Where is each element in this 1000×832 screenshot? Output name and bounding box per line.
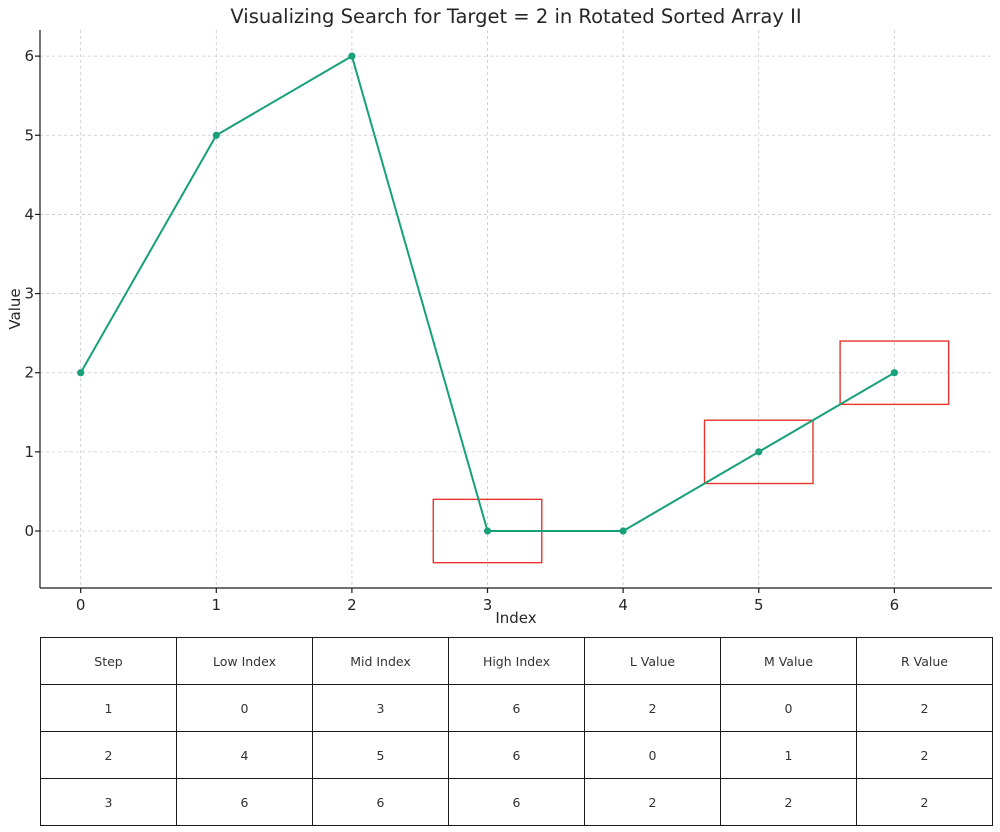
- x-tick-label: 4: [618, 596, 628, 614]
- x-tick-label: 6: [890, 596, 900, 614]
- x-tick-label: 2: [347, 596, 357, 614]
- table-cell: 2: [720, 778, 857, 826]
- table-cell: 0: [176, 684, 313, 732]
- table-header-cell: R Value: [856, 637, 993, 685]
- table-cell: 6: [312, 778, 449, 826]
- y-axis-label: Value: [6, 288, 24, 329]
- table-cell: 2: [584, 684, 721, 732]
- y-tick-label: 5: [24, 126, 34, 144]
- y-tick-label: 2: [24, 364, 34, 382]
- table-cell: 3: [40, 778, 177, 826]
- data-point: [483, 527, 492, 535]
- y-tick-label: 6: [24, 47, 34, 65]
- table-cell: 1: [40, 684, 177, 732]
- y-tick-label: 3: [24, 285, 34, 303]
- table-cell: 2: [584, 778, 721, 826]
- data-point: [348, 52, 356, 60]
- grid: [40, 30, 992, 588]
- table-header-cell: Step: [40, 637, 177, 685]
- series: [77, 52, 898, 535]
- table-cell: 6: [448, 684, 585, 732]
- highlight-box: [839, 340, 950, 406]
- table-header-row: Step Low Index Mid Index High Index L Value M…: [40, 637, 993, 685]
- table-header-cell: L Value: [584, 637, 721, 685]
- y-tick-label: 1: [24, 443, 34, 461]
- line-chart: Visualizing Search for Target = 2 in Rot…: [6, 5, 992, 627]
- data-point: [212, 131, 220, 139]
- table-cell: 6: [448, 731, 585, 779]
- table-cell: 2: [856, 778, 993, 826]
- chart-title: Visualizing Search for Target = 2 in Rot…: [230, 5, 801, 28]
- y-tick-label: 4: [24, 205, 34, 223]
- table-cell: 5: [312, 731, 449, 779]
- x-tick-label: 0: [76, 596, 86, 614]
- table-header-cell: Low Index: [176, 637, 313, 685]
- table-header-cell: Mid Index: [312, 637, 449, 685]
- table-cell: 4: [176, 731, 313, 779]
- table-cell: 6: [448, 778, 585, 826]
- axes: 0 1 2 3 4 5 6 0 1 2 3 4 5 6: [24, 30, 992, 614]
- data-point: [77, 369, 85, 377]
- data-point: [755, 448, 763, 456]
- x-tick-label: 3: [483, 596, 493, 614]
- search-steps-table: Step Low Index Mid Index High Index L Value M…: [40, 637, 993, 826]
- table-header-cell: High Index: [448, 637, 585, 685]
- table-cell: 1: [720, 731, 857, 779]
- table-cell: 2: [856, 684, 993, 732]
- table-cell: 2: [40, 731, 177, 779]
- x-axis-label: Index: [495, 609, 536, 627]
- table-cell: 0: [720, 684, 857, 732]
- data-point: [890, 369, 898, 377]
- y-tick-label: 0: [24, 522, 34, 540]
- data-point: [619, 527, 627, 535]
- table-body: Step Low Index Mid Index High Index L Value M…: [40, 637, 993, 826]
- table-cell: 6: [176, 778, 313, 826]
- x-tick-label: 5: [754, 596, 764, 614]
- table-cell: 2: [856, 731, 993, 779]
- highlight-box: [703, 419, 814, 485]
- x-tick-label: 1: [212, 596, 222, 614]
- table-header-cell: M Value: [720, 637, 857, 685]
- table-cell: 3: [312, 684, 449, 732]
- table-cell: 0: [584, 731, 721, 779]
